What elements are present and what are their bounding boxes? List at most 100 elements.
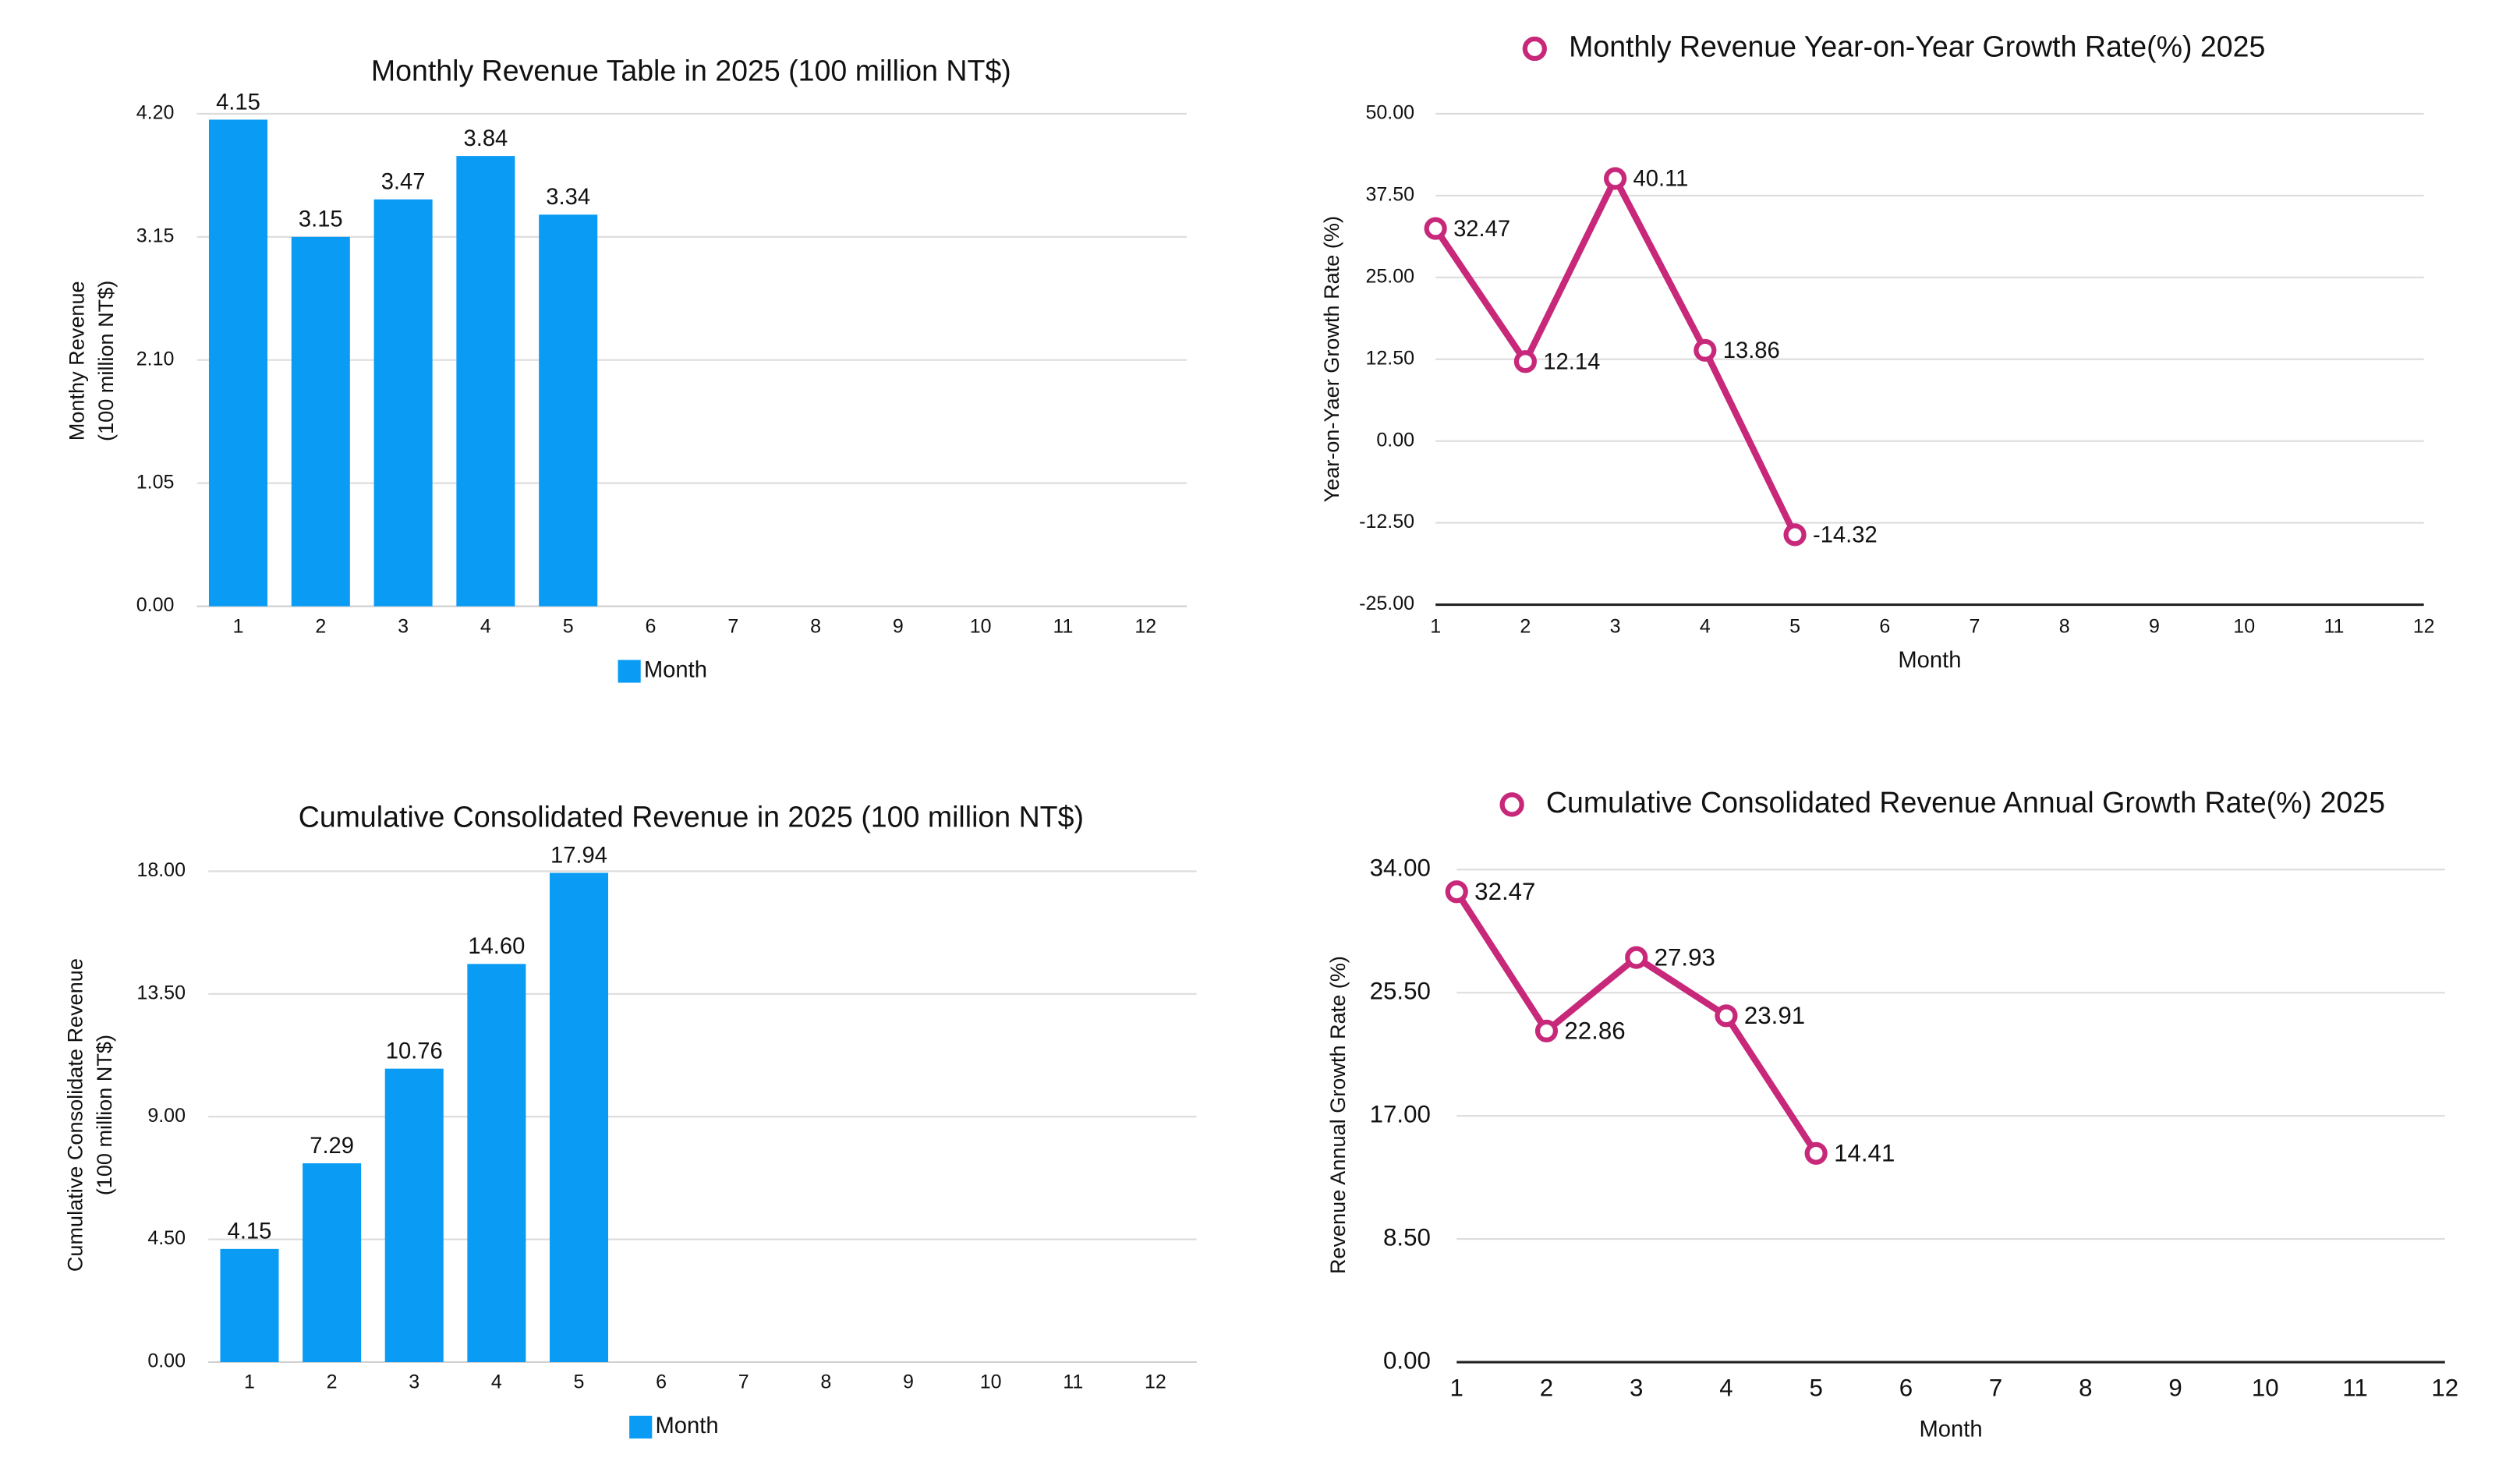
point [1715,1004,1738,1028]
data-label: 32.47 [1453,217,1510,242]
data-label: 4.15 [216,90,260,115]
data-label: 3.15 [299,207,343,232]
point [1625,946,1648,969]
bar [384,1068,444,1363]
y-axis-label: Cumulative Consolidate Revenue (100 milli… [62,958,116,1272]
legend-marker [1522,36,1547,62]
point [1783,523,1807,547]
x-tick-label: 7 [1970,615,1980,637]
x-tick-label: 8 [820,1371,831,1393]
point [1445,880,1468,904]
x-tick-label: 8 [810,615,821,637]
x-tick-label: 2 [315,615,326,637]
x-tick-label: 4 [1719,1375,1732,1402]
x-tick-label: 1 [1430,615,1441,637]
y-tick-label: 9.00 [147,1105,186,1127]
x-tick-label: 3 [409,1371,419,1393]
x-tick-label: 3 [398,615,409,637]
point [1804,1141,1828,1165]
y-tick-label: 18.00 [136,859,186,881]
x-tick-label: 10 [2233,615,2255,637]
y-tick-label: 17.00 [1370,1100,1431,1127]
x-tick-label: 4 [480,615,491,637]
x-tick-label: 5 [1789,615,1800,637]
y-tick-label: 25.00 [1365,265,1414,287]
y-tick-label: 37.50 [1365,183,1414,205]
x-tick-label: 5 [574,1371,585,1393]
data-label: 3.84 [463,126,508,151]
legend-swatch [629,1415,653,1439]
data-label: 14.60 [468,934,525,959]
y-tick-label: 3.15 [136,225,175,246]
x-tick-label: 7 [727,615,738,637]
x-tick-label: 10 [980,1371,1002,1393]
point [1694,338,1717,362]
x-tick-label: 3 [1610,615,1621,637]
point [1513,350,1537,373]
data-label: 40.11 [1633,167,1689,192]
x-tick-label: 8 [2059,615,2070,637]
legend-marker [1499,792,1524,817]
y-tick-label: 34.00 [1370,855,1431,882]
x-tick-label: 5 [563,615,574,637]
x-tick-label: 6 [646,615,657,637]
chart-title: Monthly Revenue Table in 2025 (100 milli… [371,55,1011,87]
x-tick-label: 9 [903,1371,914,1393]
y-tick-label: 2.10 [136,348,175,370]
x-tick-label: 4 [491,1371,502,1393]
y-tick-label: 50.00 [1365,102,1414,124]
y-tick-label: 12.50 [1365,347,1414,369]
y-axis-label: Year-on-Yaer Growth Rate (%) [1319,216,1343,502]
data-label: 7.29 [310,1134,354,1159]
bar [539,214,598,607]
point [1424,217,1447,240]
legend-swatch [618,660,641,683]
y-axis-label: Monthy Revenue (100 million NT$) [65,281,119,441]
data-label: 10.76 [386,1039,443,1064]
y-axis-label-line: (100 million NT$) [94,281,118,441]
x-tick-label: 9 [2149,615,2160,637]
x-axis-label: Month [1898,648,1961,673]
bar [456,156,515,607]
data-label: 4.15 [228,1219,272,1244]
x-tick-label: 4 [1700,615,1711,637]
data-label: 27.93 [1655,943,1715,971]
x-tick-label: 7 [1989,1375,2002,1402]
data-label: 3.47 [381,170,426,195]
y-tick-label: 4.20 [136,102,175,124]
point [1534,1019,1559,1042]
y-axis-label-line: Monthy Revenue [65,281,89,441]
x-tick-label: 12 [2431,1375,2458,1402]
y-axis-label-line: Revenue Annual Growth Rate (%) [1325,956,1350,1274]
y-tick-label: -25.00 [1359,593,1414,614]
x-tick-label: 12 [1134,615,1156,637]
bar [208,119,268,607]
x-tick-label: 11 [2342,1375,2367,1402]
y-tick-label: 25.50 [1370,978,1431,1005]
chart-title: Cumulative Consolidated Revenue in 2025 … [299,801,1084,833]
x-tick-label: 1 [1450,1375,1464,1402]
x-axis-label: Month [1919,1417,1982,1442]
legend-label: Month [644,658,707,683]
bar [303,1163,362,1363]
y-tick-label: 0.00 [136,594,175,616]
y-axis-label-line: Year-on-Yaer Growth Rate (%) [1319,216,1343,502]
y-tick-label: 0.00 [1383,1347,1431,1374]
y-axis-label: Revenue Annual Growth Rate (%) [1325,956,1350,1274]
legend-label: Month [655,1414,718,1439]
x-tick-label: 1 [233,615,244,637]
y-tick-label: -12.50 [1359,511,1414,533]
x-tick-label: 11 [2324,615,2344,637]
legend-label: Cumulative Consolidated Revenue Annual G… [1546,786,2385,819]
point [1604,167,1627,190]
x-tick-label: 2 [1520,615,1531,637]
y-axis-label-line: Cumulative Consolidate Revenue [62,958,87,1272]
x-tick-label: 11 [1053,615,1074,637]
x-tick-label: 11 [1063,1371,1083,1393]
x-tick-label: 9 [893,615,904,637]
x-tick-label: 10 [970,615,992,637]
x-tick-label: 12 [2413,615,2435,637]
x-tick-label: 6 [1899,1375,1913,1402]
data-label: 12.14 [1543,350,1600,375]
x-tick-label: 3 [1630,1375,1643,1402]
